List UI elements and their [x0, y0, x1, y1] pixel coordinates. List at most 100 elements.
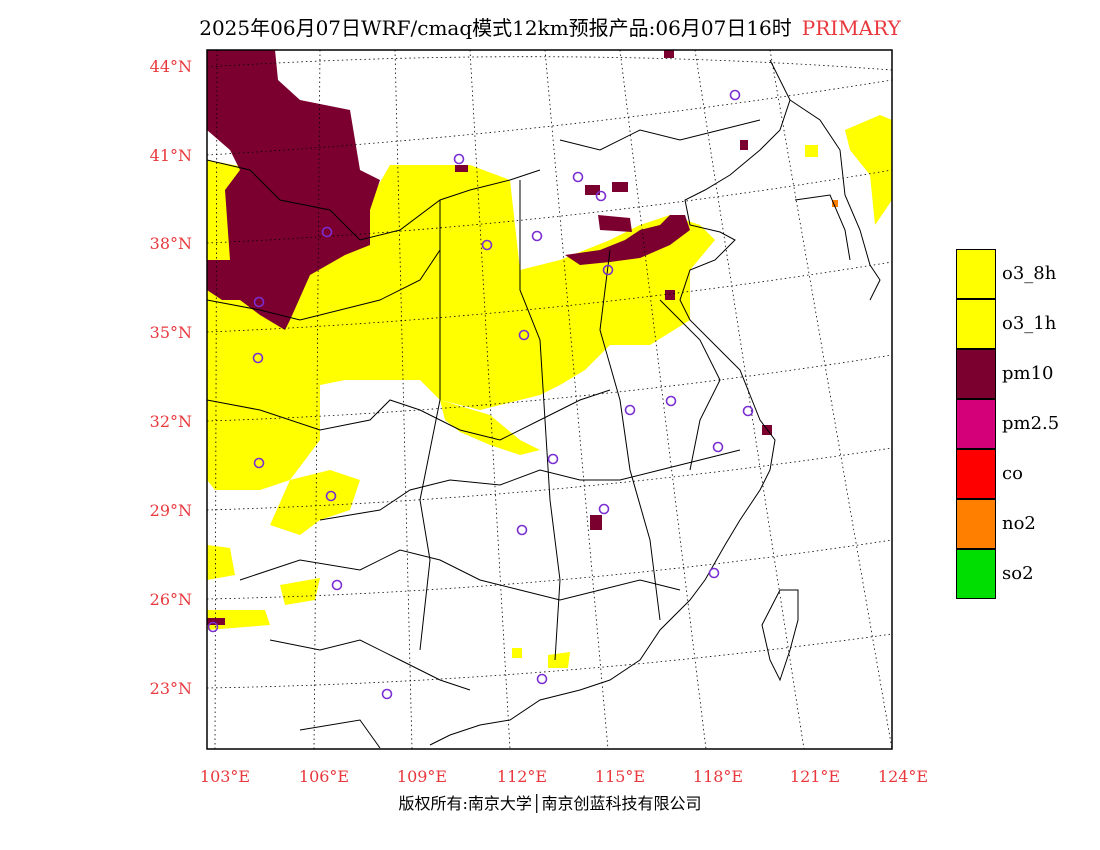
legend-swatch — [956, 399, 996, 449]
station-marker-icon — [252, 352, 264, 364]
pm10-spot-9 — [455, 165, 468, 172]
legend-item: no2 — [956, 499, 1100, 549]
station-marker-icon — [531, 230, 543, 242]
lat-label: 23°N — [150, 679, 192, 698]
copyright-footer: 版权所有:南京大学│南京创蓝科技有限公司 — [398, 794, 702, 813]
inner-border-4 — [319, 449, 741, 521]
legend-swatch — [956, 349, 996, 399]
station-marker-icon — [253, 296, 265, 308]
legend-label: o3_8h — [1002, 263, 1057, 284]
station-marker-icon — [708, 567, 720, 579]
o3-region-hubei — [440, 400, 540, 455]
legend-swatch — [956, 299, 996, 349]
plot-frame — [206, 49, 893, 750]
o3-region-sichuan — [270, 470, 360, 535]
pm10-region-northwest — [207, 50, 380, 330]
korea-border — [794, 194, 851, 261]
legend-swatch — [956, 499, 996, 549]
primary-tag: PRIMARY — [801, 16, 901, 40]
lon-label: 112°E — [497, 767, 547, 786]
station-marker-icon — [536, 673, 548, 685]
legend-label: o3_1h — [1002, 313, 1057, 334]
inner-border-9 — [599, 249, 661, 621]
lat-label: 35°N — [150, 323, 192, 342]
station-markers — [207, 89, 754, 700]
station-marker-icon — [665, 395, 677, 407]
station-marker-icon — [712, 441, 724, 453]
taiwan-outline — [761, 589, 799, 682]
inner-border-10 — [659, 299, 721, 471]
pm10-region-layer — [207, 50, 772, 625]
station-marker-icon — [516, 524, 528, 536]
pm10-spot-1 — [585, 185, 600, 195]
inner-border-8 — [519, 180, 561, 661]
station-marker-icon — [207, 621, 219, 633]
legend-swatch — [956, 449, 996, 499]
o3-region-guizhou — [280, 578, 320, 605]
station-marker-icon — [481, 239, 493, 251]
inner-border-7 — [419, 200, 441, 651]
station-marker-icon — [547, 453, 559, 465]
map-title: 2025年06月07日WRF/cmaq模式12km预报产品:06月07日16时 P… — [0, 12, 1100, 41]
legend-item: co — [956, 449, 1100, 499]
map-plot-area — [207, 50, 892, 749]
no2-spot — [832, 200, 838, 207]
station-marker-icon — [595, 190, 607, 202]
pm10-spot-8 — [664, 50, 674, 58]
station-marker-icon — [518, 329, 530, 341]
legend-label: so2 — [1002, 563, 1034, 584]
lat-label: 32°N — [150, 412, 192, 431]
station-marker-icon — [253, 457, 265, 469]
northeast-border — [789, 99, 881, 301]
station-marker-icon — [624, 404, 636, 416]
title-text: 2025年06月07日WRF/cmaq模式12km预报产品:06月07日16时 — [199, 16, 792, 40]
pm10-spot-6 — [590, 515, 602, 530]
pm10-spot-3 — [665, 290, 675, 300]
o3-region-guangxi — [548, 652, 570, 668]
lat-label: 38°N — [150, 234, 192, 253]
inner-border-5 — [239, 549, 681, 601]
station-marker-icon — [321, 226, 333, 238]
pm10-spot-2 — [612, 182, 628, 192]
station-marker-icon — [331, 579, 343, 591]
hainan-outline — [299, 719, 381, 749]
o3-region-korea — [845, 115, 892, 225]
legend-item: pm2.5 — [956, 399, 1100, 449]
legend-label: pm10 — [1002, 363, 1054, 384]
o3-region-south — [207, 545, 235, 580]
o3-region-liaoning — [805, 145, 818, 157]
lon-label: 115°E — [595, 767, 645, 786]
legend-label: pm2.5 — [1002, 413, 1060, 434]
lat-label: 44°N — [150, 57, 192, 76]
lat-label: 26°N — [150, 590, 192, 609]
legend-item: o3_8h — [956, 249, 1100, 299]
legend-swatch — [956, 549, 996, 599]
lat-label: 29°N — [150, 501, 192, 520]
station-marker-icon — [598, 503, 610, 515]
inner-border-6 — [269, 639, 471, 691]
legend-label: co — [1002, 463, 1023, 484]
coastline — [429, 59, 791, 746]
inner-border-11 — [559, 119, 761, 151]
lon-label: 109°E — [397, 767, 447, 786]
o3-region-guangdong — [512, 648, 522, 658]
legend-swatch — [956, 249, 996, 299]
inner-border-2 — [207, 210, 441, 321]
boundary-layer — [207, 59, 881, 749]
legend-label: no2 — [1002, 513, 1036, 534]
station-marker-icon — [453, 153, 465, 165]
legend-item: o3_1h — [956, 299, 1100, 349]
lon-label: 106°E — [299, 767, 349, 786]
lon-labels: 103°E 106°E 109°E 112°E 115°E 118°E 121°… — [200, 767, 928, 786]
legend-item: so2 — [956, 549, 1100, 599]
lat-labels: 44°N 41°N 38°N 35°N 32°N 29°N 26°N 23°N — [150, 57, 192, 698]
lon-label: 124°E — [878, 767, 928, 786]
lat-label: 41°N — [150, 146, 192, 165]
graticule — [207, 50, 892, 749]
lon-label: 118°E — [693, 767, 743, 786]
inner-border-3 — [207, 389, 611, 441]
station-marker-icon — [381, 688, 393, 700]
pm10-region-hebei — [565, 215, 690, 265]
station-marker-icon — [572, 171, 584, 183]
